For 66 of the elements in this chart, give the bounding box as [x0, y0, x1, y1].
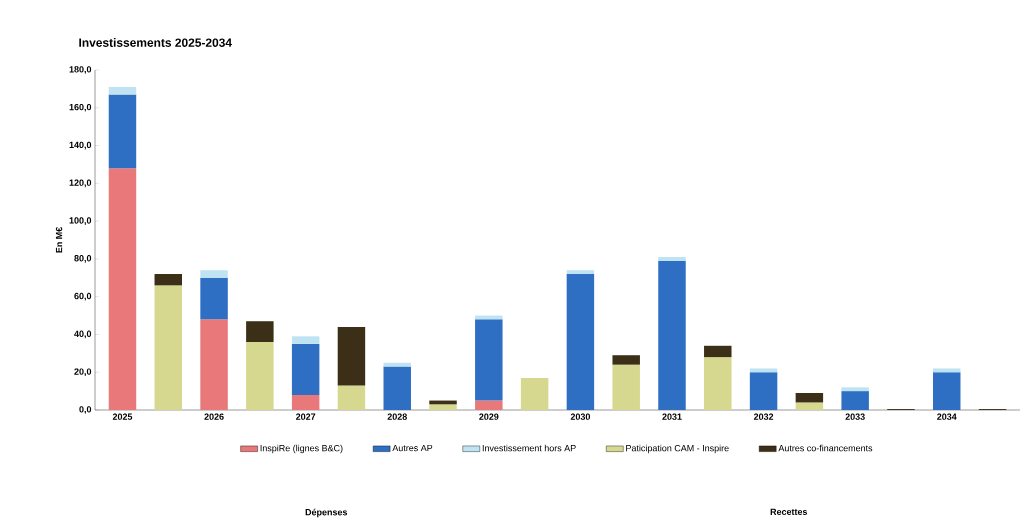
legend-label: Autres AP — [392, 444, 433, 452]
bar — [933, 368, 961, 373]
bar — [200, 319, 228, 410]
bar — [612, 364, 640, 410]
bar — [795, 393, 824, 403]
bar — [704, 357, 732, 410]
bar — [154, 285, 183, 410]
y-tick-label: 80,0 — [74, 255, 92, 263]
y-tick-label: 160,0 — [69, 103, 92, 112]
bar — [795, 402, 824, 410]
y-tick-label: 0,0 — [79, 406, 92, 414]
bar — [566, 270, 595, 274]
bar — [337, 385, 366, 410]
legend-label: InspiRe (lignes B&C) — [260, 444, 343, 454]
bar — [246, 342, 274, 410]
chart-title: Investissements 2025-2034 — [79, 38, 232, 47]
bar — [337, 326, 366, 386]
y-tick-label: 60,0 — [74, 292, 92, 301]
bar — [383, 366, 411, 410]
bar — [108, 87, 137, 95]
y-tick-label: 120,0 — [69, 179, 92, 188]
x-tick-label: 2026 — [204, 413, 224, 420]
legend-label: Paticipation CAM - Inspire — [626, 444, 729, 454]
bar — [841, 391, 869, 410]
legend-label: Autres co-financements — [778, 444, 873, 452]
bar — [704, 345, 732, 358]
y-axis-title: En M€ — [55, 226, 63, 253]
bar — [749, 372, 778, 410]
x-tick-label: 2029 — [479, 413, 499, 420]
bar — [475, 400, 503, 410]
bar — [200, 277, 228, 320]
bar — [246, 321, 274, 342]
bar — [658, 260, 686, 410]
x-tick-label: 2032 — [753, 413, 774, 420]
y-tick-label: 20,0 — [74, 368, 92, 377]
x-tick-label: 2033 — [845, 413, 865, 420]
legend-label: Investissement hors AP — [482, 444, 576, 452]
x-tick-label: 2027 — [295, 413, 316, 420]
bar — [154, 274, 183, 286]
bar — [108, 94, 137, 169]
y-tick-label: 180,0 — [69, 66, 92, 74]
x-tick-label: 2025 — [112, 413, 133, 420]
bar — [291, 343, 320, 395]
y-tick-label: 140,0 — [69, 141, 92, 150]
bar — [566, 274, 595, 410]
x-tick-label: 2030 — [570, 413, 591, 420]
x-tick-label: 2031 — [662, 413, 682, 420]
bar — [383, 362, 411, 367]
y-tick-label: 40,0 — [74, 330, 92, 339]
y-tick-label: 100,0 — [69, 217, 92, 225]
bar — [108, 168, 137, 410]
bar — [612, 355, 640, 365]
bar — [658, 257, 686, 261]
text: Dépenses — [305, 508, 348, 518]
bar — [520, 377, 549, 410]
bar — [475, 319, 503, 401]
text: Recettes — [770, 508, 808, 515]
bar — [933, 372, 961, 410]
bar — [200, 270, 228, 278]
x-tick-label: 2028 — [387, 413, 407, 420]
x-tick-label: 2034 — [937, 413, 957, 420]
bar — [749, 368, 778, 373]
bar — [429, 404, 457, 410]
bar — [291, 394, 320, 410]
bar — [291, 336, 320, 344]
bar — [841, 387, 869, 392]
